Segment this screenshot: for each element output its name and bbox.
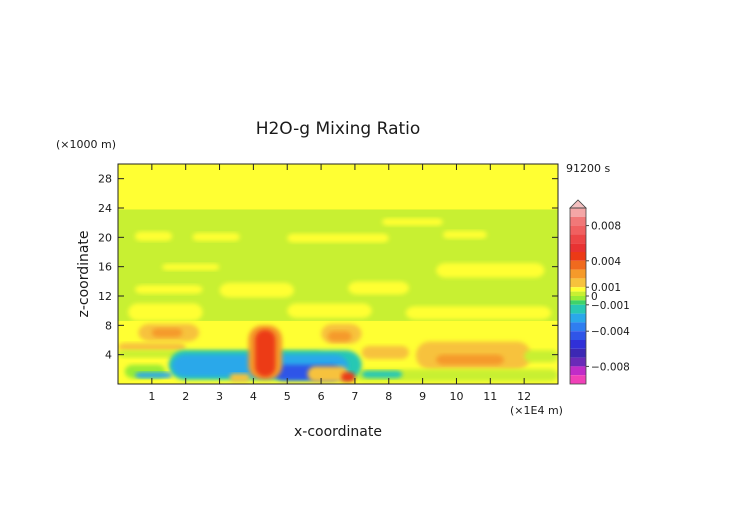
contour-region bbox=[348, 281, 410, 295]
colorbar-band bbox=[570, 366, 586, 376]
contour-region bbox=[118, 342, 186, 351]
colorbar-band bbox=[570, 296, 586, 301]
colorbar-band bbox=[570, 252, 586, 261]
colorbar-band bbox=[570, 348, 586, 358]
y-tick-label: 24 bbox=[98, 202, 112, 215]
contour-region bbox=[255, 329, 276, 377]
colorbar-label: 0.001 bbox=[591, 282, 621, 294]
y-tick-label: 4 bbox=[105, 349, 112, 362]
x-tick-label: 7 bbox=[351, 390, 358, 403]
y-unit-label: (×1000 m) bbox=[56, 138, 116, 151]
contour-region bbox=[361, 345, 410, 360]
contour-region bbox=[192, 232, 240, 241]
contour-region bbox=[354, 369, 558, 382]
contour-region bbox=[442, 230, 487, 239]
colorbar-band bbox=[570, 243, 586, 252]
x-tick-label: 4 bbox=[250, 390, 257, 403]
colorbar-band bbox=[570, 331, 586, 340]
contour-region bbox=[382, 218, 443, 226]
x-axis-label: x-coordinate bbox=[294, 424, 382, 440]
x-tick-label: 5 bbox=[284, 390, 291, 403]
time-label: 91200 s bbox=[566, 162, 610, 175]
y-tick-label: 20 bbox=[98, 231, 112, 244]
colorbar-label: −0.004 bbox=[591, 326, 630, 338]
contour-region bbox=[128, 303, 203, 321]
x-tick-label: 9 bbox=[419, 390, 426, 403]
x-tick-label: 2 bbox=[182, 390, 189, 403]
contour-region bbox=[327, 331, 352, 342]
contour-region bbox=[134, 285, 203, 294]
colorbar-label: 0.008 bbox=[591, 221, 621, 233]
contour-region bbox=[219, 282, 294, 298]
colorbar-band bbox=[570, 357, 586, 367]
colorbar-band bbox=[570, 234, 586, 244]
x-axis: 1 2 3 4 5 6 7 8 9 10 11 12 bbox=[148, 164, 531, 403]
colorbar-extend-arrow bbox=[569, 199, 587, 209]
colorbar-band bbox=[570, 300, 586, 305]
y-axis: 4 8 12 16 20 24 28 bbox=[98, 173, 558, 362]
plot-frame bbox=[117, 163, 559, 385]
colorbar-label: −0.008 bbox=[591, 361, 630, 373]
contour-region bbox=[341, 372, 355, 382]
x-tick-label: 1 bbox=[148, 390, 155, 403]
colorbar-band bbox=[570, 269, 586, 279]
colorbar-label: −0.001 bbox=[591, 300, 630, 312]
y-tick-label: 12 bbox=[98, 290, 112, 303]
x-tick-label: 6 bbox=[318, 390, 325, 403]
y-tick-label: 8 bbox=[105, 319, 112, 332]
x-tick-label: 8 bbox=[385, 390, 392, 403]
colorbar-band bbox=[570, 216, 586, 226]
contour-region bbox=[361, 370, 403, 379]
contour-region bbox=[229, 373, 250, 382]
colorbar-band bbox=[570, 208, 586, 217]
colorbar-band bbox=[570, 304, 586, 314]
colorbar-band bbox=[570, 278, 586, 288]
contour-region bbox=[436, 263, 545, 278]
contour-field bbox=[118, 164, 558, 384]
x-tick-label: 10 bbox=[449, 390, 463, 403]
colorbar-band bbox=[570, 313, 586, 323]
colorbar-label: 0 bbox=[591, 291, 598, 303]
colorbar-band bbox=[570, 260, 586, 270]
contour-region bbox=[134, 231, 173, 241]
colorbar-band bbox=[570, 287, 586, 292]
contour-region bbox=[162, 263, 220, 271]
contour-region bbox=[151, 328, 183, 338]
contour-region bbox=[405, 306, 552, 320]
chart-title: H2O-g Mixing Ratio bbox=[256, 119, 421, 139]
y-tick-label: 16 bbox=[98, 261, 112, 274]
contour-region bbox=[307, 366, 349, 382]
colorbar-band bbox=[570, 225, 586, 235]
colorbar-band bbox=[570, 340, 586, 349]
contour-region bbox=[287, 303, 372, 318]
colorbar-label: 0.004 bbox=[591, 256, 621, 268]
contour-region bbox=[524, 350, 558, 362]
colorbar-band bbox=[570, 291, 586, 296]
y-tick-label: 28 bbox=[98, 173, 112, 186]
contour-region bbox=[287, 233, 389, 243]
x-tick-label: 3 bbox=[216, 390, 223, 403]
y-axis-label: z-coordinate bbox=[76, 230, 92, 317]
colorbar-band bbox=[570, 322, 586, 332]
contour-region bbox=[436, 354, 504, 365]
x-tick-label: 11 bbox=[483, 390, 497, 403]
contour-region bbox=[134, 372, 173, 379]
x-unit-label: (×1E4 m) bbox=[510, 404, 563, 417]
colorbar-band bbox=[570, 375, 586, 384]
x-tick-label: 12 bbox=[517, 390, 531, 403]
